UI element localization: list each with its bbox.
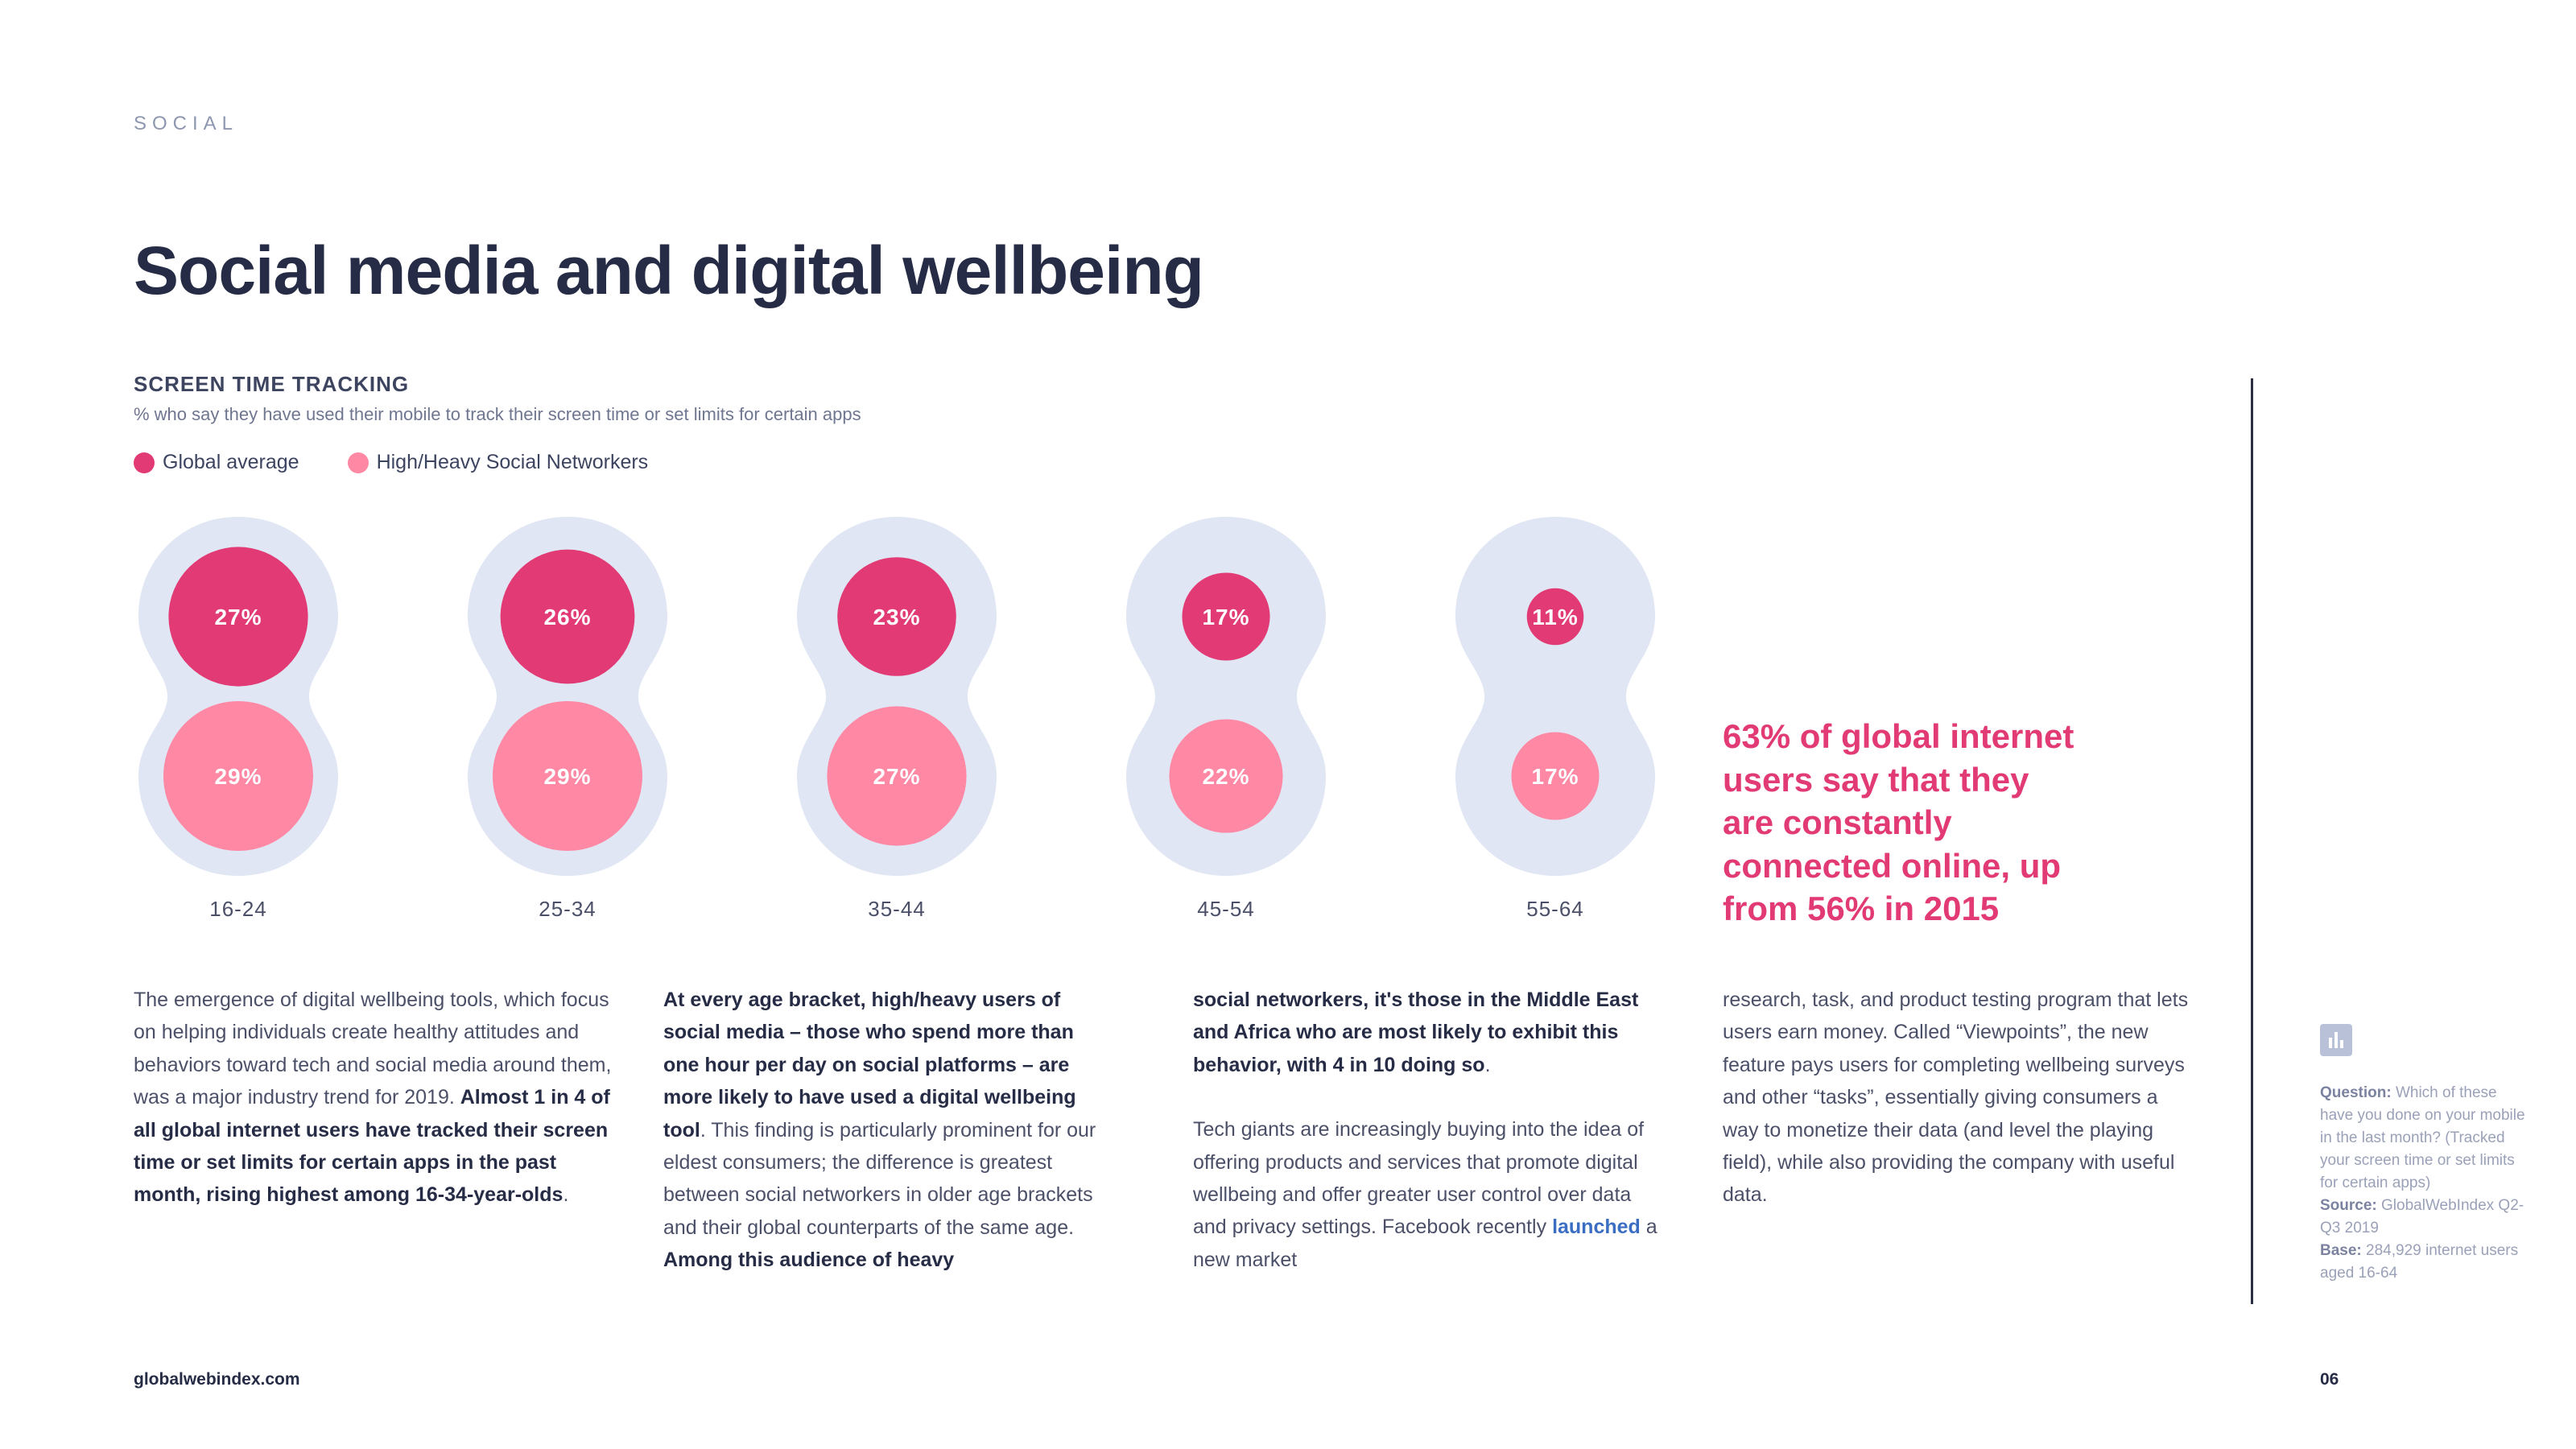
bubble-global-45-54 [1182,572,1270,661]
bubble-global-35-44 [837,557,956,676]
legend-item-heavy: High/Heavy Social Networkers [347,451,649,474]
source-note: Question: Which of these have you done o… [2320,1082,2529,1285]
bubble-heavy-16-24 [163,701,313,851]
bubble-heavy-55-64 [1511,732,1600,820]
launched-link[interactable]: launched [1552,1216,1641,1239]
col1-text-1: The emergence of digital wellbeing tools… [134,989,612,1109]
label-heavy-25-34: 29% [543,764,591,789]
label-global-35-44: 23% [873,605,920,630]
body-column-3: social networkers, it's those in the Mid… [1193,984,1660,1276]
source-label: Source: [2320,1197,2377,1214]
legend-dot-global [134,452,155,473]
bubble-chart: 27% 29% 16-24 26% 29% 25-34 23% 27% 35-44 17% 22% 4… [138,517,1655,921]
label-heavy-55-64: 17% [1531,764,1579,789]
label-global-25-34: 26% [543,605,591,630]
age-label-45-54: 45-54 [1197,897,1255,921]
legend-label-global: Global average [163,451,299,473]
age-label-16-24: 16-24 [209,897,267,921]
bubble-heavy-25-34 [493,701,642,851]
col2-text-1: . This finding is particularly prominent… [663,1118,1096,1239]
legend-item-global: Global average [134,451,299,474]
question-text: Which of these have you done on your mob… [2320,1084,2525,1191]
section-label: SOCIAL [134,113,239,134]
callout-stat: 63% of global internet users say that th… [1723,717,2074,927]
age-label-55-64: 55-64 [1526,897,1584,921]
capsule-bg-55-64 [1455,517,1655,876]
bar-chart-icon [2320,1024,2352,1056]
legend-dot-heavy [347,452,369,473]
vertical-divider [2251,378,2253,1304]
body-column-4: research, task, and product testing prog… [1723,984,2198,1212]
label-global-55-64: 11% [1532,605,1579,630]
col4-text-1: research, task, and product testing prog… [1723,989,2189,1207]
col3-text-2: Tech giants are increasingly buying into… [1193,1118,1645,1239]
label-heavy-16-24: 29% [214,764,262,789]
question-label: Question: [2320,1084,2392,1101]
col3-text-3: a new market [1193,1216,1657,1271]
page-title: Social media and digital wellbeing [134,233,1204,308]
label-global-16-24: 27% [214,605,262,630]
col3-text-1: . [1484,1053,1491,1076]
bubble-global-25-34 [500,549,635,684]
col2-bold-1: At every age bracket, high/heavy users o… [663,989,1076,1141]
bubble-heavy-35-44 [827,706,967,846]
col1-bold-1: Almost 1 in 4 of all global internet use… [134,1086,610,1207]
page-number: 06 [2320,1370,2339,1389]
base-label: Base: [2320,1242,2362,1259]
age-label-35-44: 35-44 [868,897,926,921]
chart-title: SCREEN TIME TRACKING [134,372,410,396]
bubble-global-55-64 [1526,588,1584,646]
bubble-global-16-24 [168,547,308,687]
age-label-25-34: 25-34 [539,897,597,921]
chart-subtitle: % who say they have used their mobile to… [134,404,861,424]
body-column-1: The emergence of digital wellbeing tools… [134,984,615,1212]
legend-label-heavy: High/Heavy Social Networkers [376,451,649,473]
footer-url[interactable]: globalwebindex.com [134,1370,300,1389]
col2-bold-2: Among this audience of heavy [663,1249,955,1272]
label-heavy-45-54: 22% [1202,764,1249,789]
col3-bold-1: social networkers, it's those in the Mid… [1193,989,1639,1076]
label-heavy-35-44: 27% [873,764,920,789]
chart-legend: Global average High/Heavy Social Network… [134,451,682,474]
base-text: 284,929 internet users aged 16-64 [2320,1242,2519,1282]
label-global-45-54: 17% [1202,605,1249,630]
col1-text-2: . [563,1183,569,1207]
body-column-2: At every age bracket, high/heavy users o… [663,984,1114,1277]
source-text: GlobalWebIndex Q2-Q3 2019 [2320,1197,2524,1236]
bubble-heavy-45-54 [1169,719,1283,833]
